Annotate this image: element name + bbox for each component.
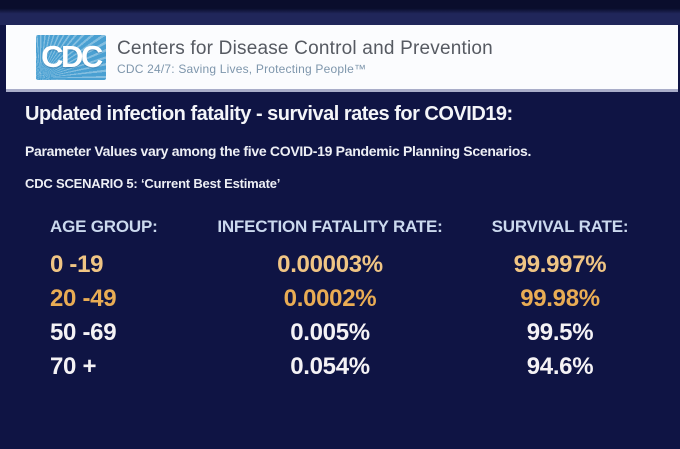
- table-header-gap: [45, 238, 655, 248]
- column-header-survival: SURVIVAL RATE:: [491, 217, 629, 236]
- column-header-fatality: INFECTION FATALITY RATE:: [217, 217, 443, 236]
- table-row-fatality: 0.005%: [290, 319, 370, 346]
- scenario-line: CDC SCENARIO 5: ‘Current Best Estimate’: [25, 176, 281, 191]
- table-row-age: 0 -19: [50, 251, 104, 278]
- cdc-header-band: CDC Centers for Disease Control and Prev…: [6, 25, 678, 92]
- slide-title: Updated infection fatality - survival ra…: [25, 103, 513, 125]
- cdc-tagline: CDC 24/7: Saving Lives, Protecting Peopl…: [117, 62, 367, 76]
- table-row-age: 70 +: [50, 353, 97, 380]
- top-border-bar: [0, 0, 680, 25]
- cdc-logo-text: CDC: [41, 39, 103, 74]
- table-row-survival: 99.997%: [513, 251, 607, 278]
- table-row-survival: 94.6%: [526, 353, 594, 380]
- table-row-survival: 99.98%: [520, 285, 600, 312]
- table-row-survival: 99.5%: [526, 319, 594, 346]
- table-row-fatality: 0.054%: [290, 353, 370, 380]
- org-name: Centers for Disease Control and Preventi…: [117, 38, 493, 59]
- rates-table: AGE GROUP: INFECTION FATALITY RATE: SURV…: [45, 216, 680, 384]
- column-header-age: AGE GROUP:: [50, 217, 158, 236]
- table-row-fatality: 0.00003%: [277, 251, 383, 278]
- cdc-logo: CDC: [36, 34, 106, 80]
- slide-subtitle: Parameter Values vary among the five COV…: [25, 143, 532, 159]
- table-row-age: 50 -69: [50, 319, 117, 346]
- table-row-fatality: 0.0002%: [283, 285, 377, 312]
- slide-body: Updated infection fatality - survival ra…: [0, 92, 680, 384]
- table-row-age: 20 -49: [50, 285, 117, 312]
- cdc-header-text: Centers for Disease Control and Preventi…: [117, 38, 493, 76]
